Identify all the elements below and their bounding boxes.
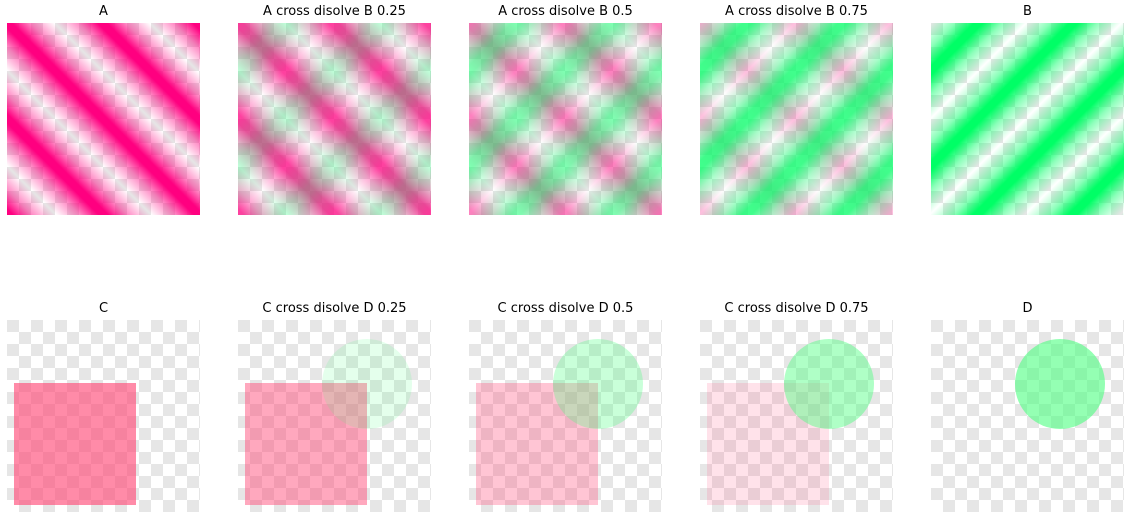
square-shape bbox=[245, 383, 367, 505]
checkerboard-background bbox=[700, 320, 893, 512]
panel-image bbox=[931, 320, 1124, 512]
panel-image bbox=[931, 23, 1124, 215]
stripe-layer-a bbox=[7, 23, 200, 215]
panel-title: A bbox=[99, 4, 108, 19]
checkerboard-background bbox=[469, 320, 662, 512]
panel-title: C cross disolve D 0.75 bbox=[724, 301, 869, 316]
panel-title: C cross disolve D 0.25 bbox=[262, 301, 407, 316]
panel-title: A cross disolve B 0.75 bbox=[725, 4, 868, 19]
panel-title: A cross disolve B 0.25 bbox=[263, 4, 406, 19]
checkerboard-background bbox=[931, 320, 1124, 512]
circle-shape bbox=[784, 339, 874, 429]
panel-image bbox=[238, 23, 431, 215]
panel-image bbox=[7, 320, 200, 512]
stripe-layer-b bbox=[931, 23, 1124, 215]
square-shape bbox=[476, 383, 598, 505]
panel-title: C cross disolve D 0.5 bbox=[497, 301, 634, 316]
circle-shape bbox=[322, 339, 412, 429]
stripe-layer-b bbox=[700, 23, 893, 215]
square-shape bbox=[707, 383, 829, 505]
circle-shape bbox=[553, 339, 643, 429]
panel-image bbox=[469, 320, 662, 512]
stripe-layer-b bbox=[238, 23, 431, 215]
panel-image bbox=[7, 23, 200, 215]
panel-image bbox=[700, 320, 893, 512]
panel-title: D bbox=[1022, 301, 1033, 316]
panel-title: C bbox=[98, 301, 109, 316]
panel-image bbox=[469, 23, 662, 215]
panel-title: A cross disolve B 0.5 bbox=[498, 4, 633, 19]
panel-image bbox=[238, 320, 431, 512]
square-shape bbox=[14, 383, 136, 505]
panel-image bbox=[700, 23, 893, 215]
panel-title: B bbox=[1023, 4, 1032, 19]
checkerboard-background bbox=[238, 320, 431, 512]
circle-shape bbox=[1015, 339, 1105, 429]
stripe-layer-b bbox=[469, 23, 662, 215]
